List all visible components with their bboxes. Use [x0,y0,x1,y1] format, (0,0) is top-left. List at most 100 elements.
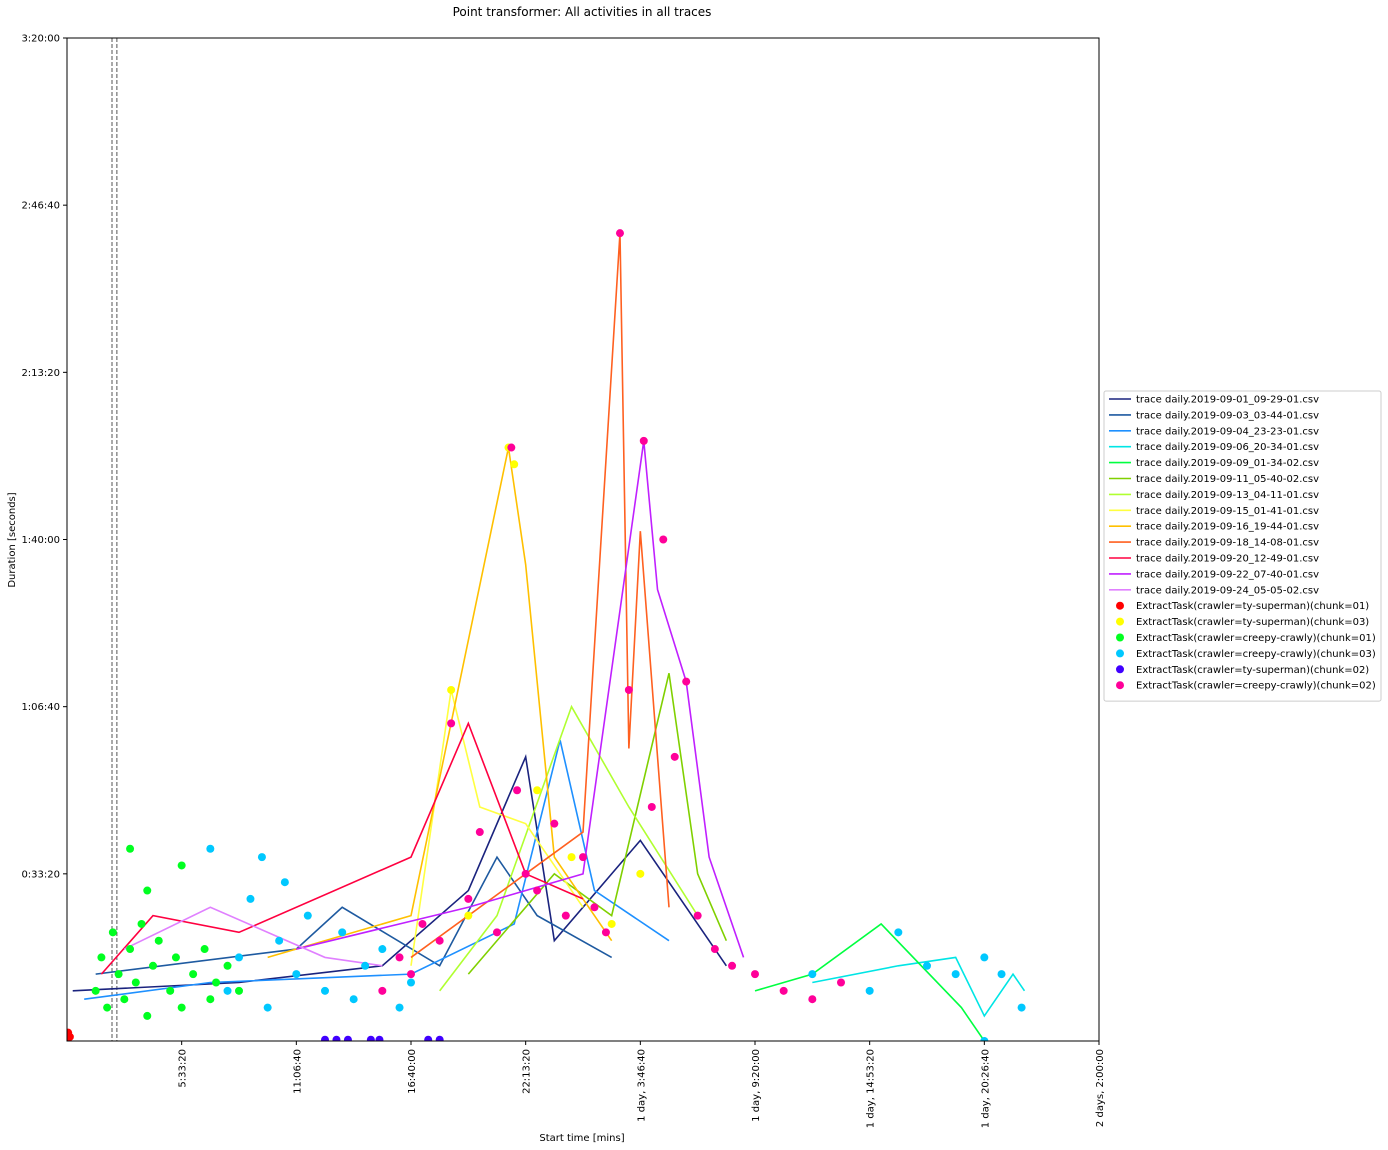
activity-point [366,1035,375,1041]
legend-label: ExtractTask(crawler=ty-superman)(chunk=0… [1136,601,1369,612]
trace-line [812,956,1026,1018]
y-axis-label: Duration [seconds] [7,492,18,587]
x-tick-label: 5:33:20 [178,1049,189,1088]
trace-line [123,906,383,967]
activity-point [997,970,1006,979]
activity-point [120,995,129,1004]
trace-line [754,922,985,1041]
activity-point [670,752,679,761]
activity-point [865,986,874,995]
legend-label: trace daily.2019-09-03_03-44-01.csv [1136,410,1319,421]
activity-point [561,911,570,920]
activity-point [280,878,289,887]
activity-point [375,1035,384,1041]
activity-point [493,928,501,937]
x-tick-label: 22:13:20 [522,1049,533,1094]
activity-point [206,995,215,1004]
activity-point [143,1011,152,1020]
activity-point [166,986,175,995]
activity-point [321,986,329,995]
activity-point [475,828,484,837]
activity-point [533,786,542,795]
plot-frame [66,37,1100,1042]
activity-point [447,685,456,694]
activity-point [200,945,209,954]
activity-point [349,995,358,1004]
activity-point [126,844,135,853]
legend-label: ExtractTask(crawler=creepy-crawly)(chunk… [1136,649,1376,660]
legend-label: trace daily.2019-09-22_07-40-01.csv [1136,569,1319,580]
activity-point [343,1035,352,1041]
activity-point [263,1003,272,1012]
activity-point [710,945,719,954]
activity-point [114,970,123,979]
activity-point [206,844,215,853]
activity-point [624,685,633,694]
y-tick-label: 1:40:00 [21,535,60,546]
activity-point [171,953,180,962]
activity-point [177,1003,186,1012]
y-tick-label: 0:33:20 [21,869,60,880]
x-tick-label: 1 day, 14:53:20 [866,1049,877,1128]
activity-point [751,970,759,979]
legend: trace daily.2019-09-01_09-29-01.csvtrace… [1103,390,1382,702]
activity-point [235,953,243,962]
activity-point [779,986,788,995]
legend-label: trace daily.2019-09-20_12-49-01.csv [1136,554,1319,565]
activity-point [338,928,347,937]
activity-point [257,853,266,862]
activity-point [407,978,415,987]
legend-swatch [1116,649,1124,658]
y-tick-label: 2:13:20 [21,368,60,379]
y-tick-label: 3:20:00 [21,34,60,45]
activity-point [435,1035,444,1041]
legend-box [1103,390,1382,702]
plot-area [67,38,1026,1041]
activity-point [682,677,691,686]
activity-point [837,978,845,987]
activity-point [103,1003,112,1012]
legend-label: trace daily.2019-09-01_09-29-01.csv [1136,395,1319,406]
activity-point [1017,1003,1026,1012]
activity-point [189,970,198,979]
legend-swatch [1116,665,1124,674]
activity-point [108,928,117,937]
legend-swatch [1116,617,1124,626]
activity-point [607,919,616,928]
activity-point [923,961,931,970]
activity-point [407,970,415,979]
activity-point [507,443,516,452]
chart-title: Point transformer: All activities in all… [453,5,712,19]
legend-swatch [1116,633,1124,642]
x-tick-label: 11:06:40 [292,1049,303,1094]
activity-point [513,786,522,795]
activity-point [275,936,284,945]
activity-point [894,928,903,937]
legend-label: ExtractTask(crawler=creepy-crawly)(chunk… [1136,633,1376,644]
activity-point [447,719,456,728]
activity-point [91,986,100,995]
activity-point [579,853,587,862]
activity-point [533,886,542,895]
trace-line [84,739,670,1001]
y-tick-label: 2:46:40 [21,201,60,212]
activity-point [521,869,530,878]
activity-point [590,903,599,912]
activity-point [321,1035,329,1041]
activity-point [510,460,519,469]
x-axis-label: Start time [mins] [539,1133,624,1144]
activity-point [418,919,427,928]
activity-point [154,936,163,945]
activity-point [177,861,186,870]
trace-line [267,447,613,959]
trace-line [296,440,745,958]
activity-point [808,995,817,1004]
activity-point [550,819,559,828]
legend-label: trace daily.2019-09-06_20-34-01.csv [1136,442,1319,453]
activity-point [131,978,140,987]
legend-label: trace daily.2019-09-15_01-41-01.csv [1136,506,1319,517]
activity-point [126,945,135,954]
activity-point [424,1035,433,1041]
activity-point [235,986,243,995]
